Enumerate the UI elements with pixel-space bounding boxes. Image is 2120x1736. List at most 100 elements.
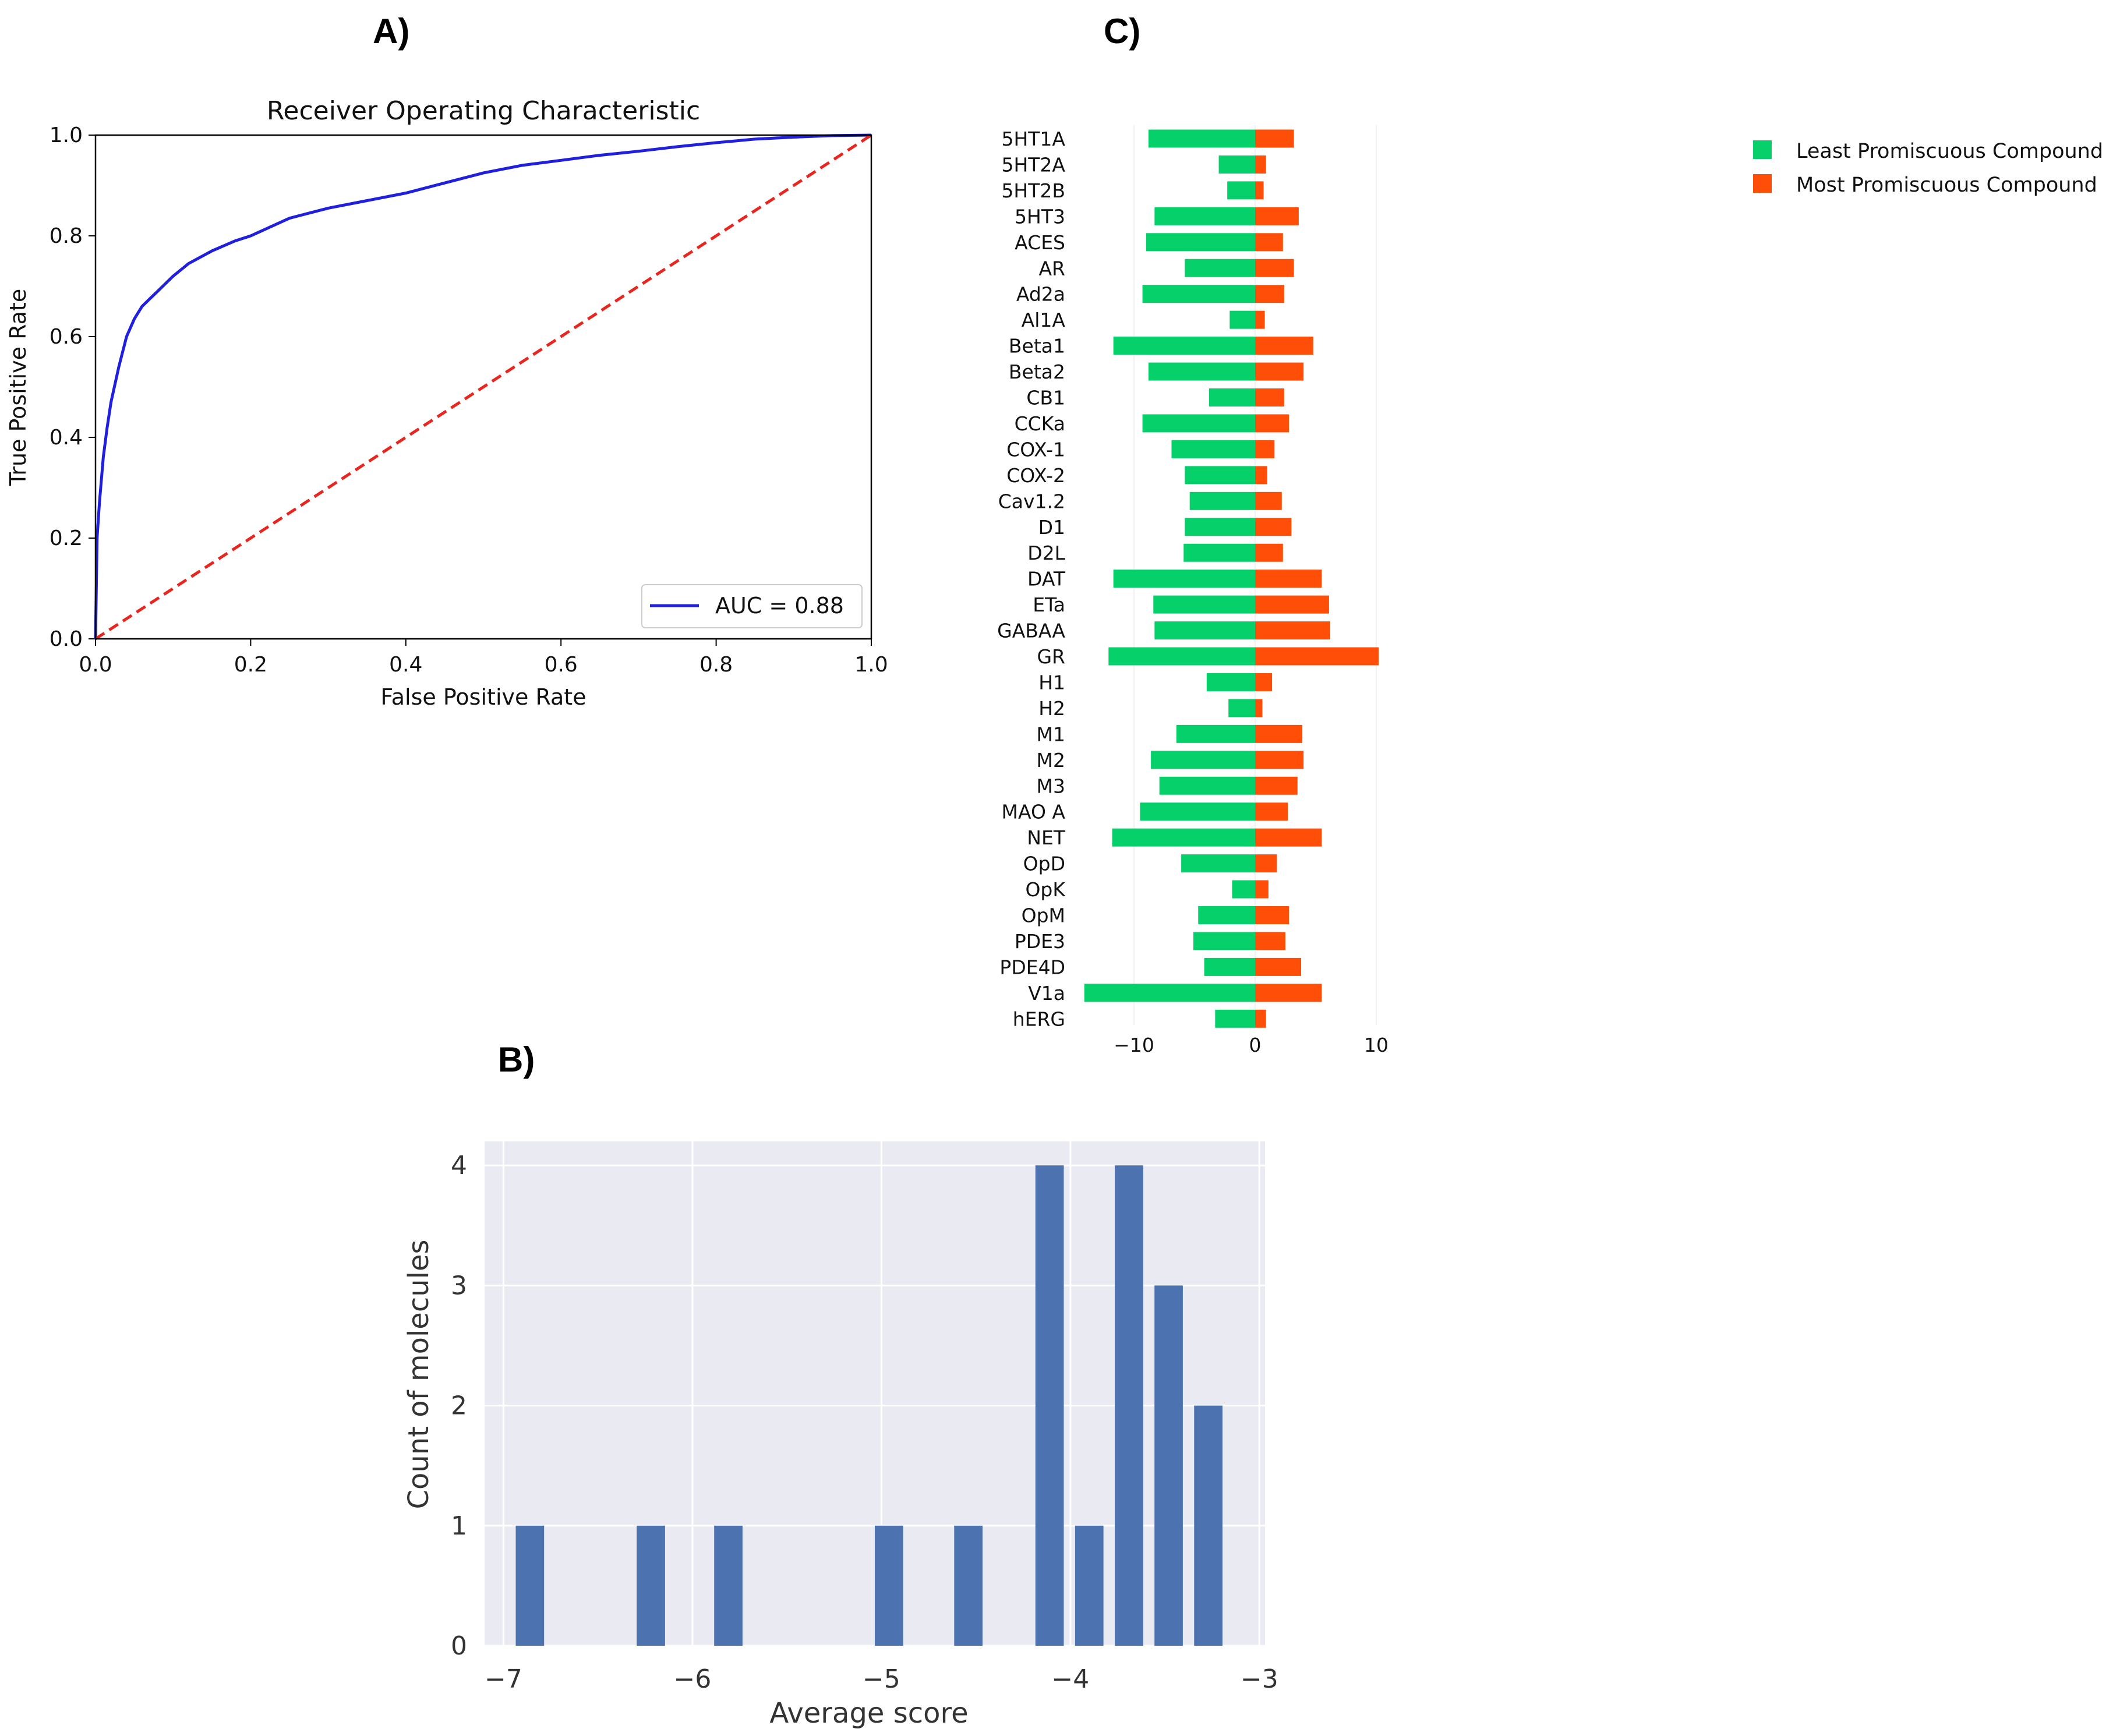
bar-most xyxy=(1255,285,1284,303)
bar-most xyxy=(1255,570,1322,588)
category-label: OpD xyxy=(1023,853,1065,875)
bar-most xyxy=(1255,957,1301,976)
category-label: Ad2a xyxy=(1016,283,1065,306)
bar-most xyxy=(1255,259,1294,277)
bar-most xyxy=(1255,181,1264,200)
histogram-bar xyxy=(1075,1525,1104,1646)
bar-most xyxy=(1255,233,1283,252)
category-label: 5HT2B xyxy=(1001,179,1065,202)
category-label: 5HT3 xyxy=(1015,205,1065,228)
bar-most xyxy=(1255,440,1275,458)
histogram-bar xyxy=(714,1525,743,1646)
bar-least xyxy=(1154,207,1255,225)
bar-least xyxy=(1189,492,1255,510)
bar-most xyxy=(1255,155,1266,174)
bar-least xyxy=(1112,828,1255,847)
histogram-xlabel: Average score xyxy=(769,1697,968,1730)
roc-xlabel: False Positive Rate xyxy=(380,684,586,710)
bar-least xyxy=(1193,932,1256,950)
category-label: 5HT1A xyxy=(1001,128,1065,150)
category-label: ACES xyxy=(1015,231,1065,254)
category-label: CB1 xyxy=(1026,387,1065,409)
histogram-bar xyxy=(875,1525,903,1646)
category-label: CCKa xyxy=(1015,412,1065,435)
bar-least xyxy=(1151,751,1256,769)
panel-letter-a: A) xyxy=(373,12,409,51)
bar-least xyxy=(1159,776,1255,795)
bar-least xyxy=(1185,259,1255,277)
roc-ytick-label: 0.4 xyxy=(50,426,83,450)
bar-least xyxy=(1181,854,1256,873)
bar-most xyxy=(1255,621,1330,640)
category-label: H1 xyxy=(1038,671,1065,694)
category-label: COX-1 xyxy=(1006,438,1065,461)
histogram-bar xyxy=(1035,1165,1064,1646)
bar-least xyxy=(1113,570,1256,588)
bar-most xyxy=(1255,673,1273,691)
bar-most xyxy=(1255,751,1304,769)
promiscuity-xtick-label: 10 xyxy=(1364,1034,1388,1056)
bar-least xyxy=(1229,310,1256,329)
bar-most xyxy=(1255,362,1304,381)
legend-label-least: Least Promiscuous Compound xyxy=(1796,140,2103,163)
category-label: AR xyxy=(1038,257,1065,280)
category-label: PDE4D xyxy=(999,956,1065,978)
roc-legend-box xyxy=(641,584,863,628)
category-label: COX-2 xyxy=(1006,464,1065,487)
roc-curve xyxy=(94,133,872,639)
roc-legend-label: AUC = 0.88 xyxy=(715,593,844,618)
bar-most xyxy=(1255,906,1289,924)
histogram-xtick-label: −3 xyxy=(1241,1664,1278,1694)
category-label: Cav1.2 xyxy=(998,490,1065,512)
bar-least xyxy=(1153,595,1255,614)
roc-ytick-label: 0.8 xyxy=(50,224,83,248)
bar-least xyxy=(1228,699,1256,717)
histogram-bar xyxy=(515,1525,545,1646)
histogram-ytick-label: 0 xyxy=(451,1631,467,1661)
bar-least xyxy=(1084,984,1256,1002)
roc-xtick-label: 0.8 xyxy=(699,653,733,677)
histogram-bar xyxy=(637,1525,665,1646)
histogram-xtick-label: −7 xyxy=(485,1664,522,1694)
category-label: DAT xyxy=(1027,568,1066,591)
bar-most xyxy=(1255,518,1292,536)
roc-ytick-label: 0.2 xyxy=(50,526,83,550)
promiscuity-xtick-label: −10 xyxy=(1114,1034,1154,1056)
roc-legend: AUC = 0.88 xyxy=(641,584,863,628)
histogram-ytick-label: 1 xyxy=(451,1511,467,1541)
bar-least xyxy=(1198,906,1256,924)
bar-most xyxy=(1255,492,1282,510)
category-label: Beta1 xyxy=(1009,335,1065,358)
bar-least xyxy=(1232,880,1255,899)
category-label: ETa xyxy=(1033,593,1065,616)
bar-most xyxy=(1255,310,1265,329)
bar-least xyxy=(1146,233,1255,252)
category-label: Al1A xyxy=(1022,309,1066,331)
bar-most xyxy=(1255,724,1303,743)
roc-chart: Receiver Operating Characteristic False … xyxy=(5,96,888,710)
category-label: OpM xyxy=(1022,904,1065,927)
bar-least xyxy=(1215,1009,1255,1028)
bar-least xyxy=(1209,388,1255,406)
panel-letter-c: C) xyxy=(1104,12,1140,51)
histogram-ytick-label: 2 xyxy=(451,1391,467,1421)
promiscuity-chart: 5HT1A 5HT2A 5HT2B 5HT3 ACES AR Ad2a Al1A Beta1Be… xyxy=(997,125,2103,1056)
roc-xtick-label: 0.2 xyxy=(234,653,267,677)
bar-least xyxy=(1185,518,1255,536)
category-label: Beta2 xyxy=(1009,360,1065,383)
category-label: PDE3 xyxy=(1015,930,1065,953)
bar-least xyxy=(1142,285,1255,303)
panel-letter-b: B) xyxy=(498,1040,535,1079)
histogram-chart: −7 −6 −5 −4 −3 0 1 2 3 4 Average score Count of m… xyxy=(402,1141,1278,1730)
roc-xtick-label: 0.4 xyxy=(389,653,422,677)
histogram-ytick-label: 4 xyxy=(451,1151,467,1180)
category-label: GR xyxy=(1037,645,1065,668)
bar-most xyxy=(1255,543,1283,562)
bar-least xyxy=(1148,362,1255,381)
roc-frame xyxy=(94,134,872,640)
bar-least xyxy=(1148,129,1255,148)
bar-least xyxy=(1140,802,1255,821)
bar-least xyxy=(1108,647,1256,666)
histogram-bar xyxy=(954,1525,983,1646)
roc-xtick-label: 0.0 xyxy=(79,653,112,677)
